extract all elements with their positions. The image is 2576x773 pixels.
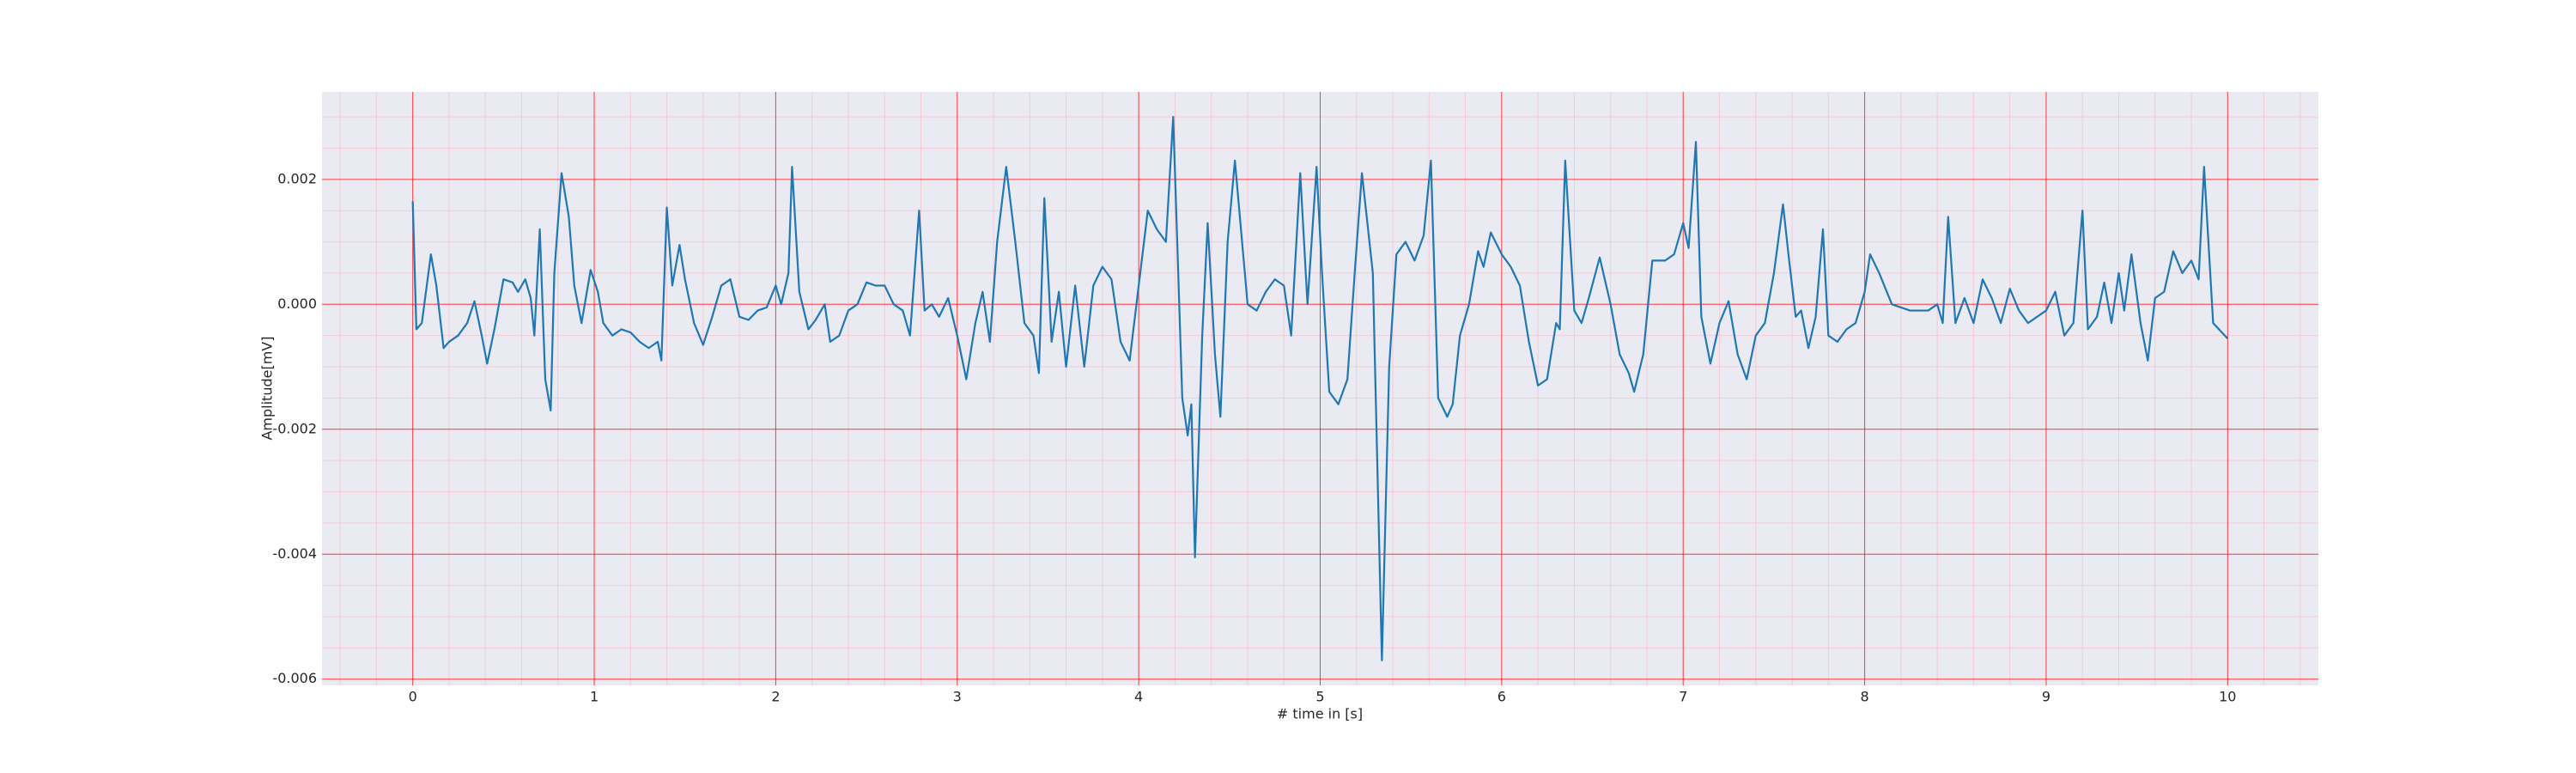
x-tick-label: 5 xyxy=(1315,689,1324,705)
x-tick-label: 8 xyxy=(1860,689,1868,705)
x-tick-label: 7 xyxy=(1679,689,1687,705)
x-tick-label: 9 xyxy=(2042,689,2050,705)
x-tick-label: 2 xyxy=(771,689,780,705)
x-tick-label: 4 xyxy=(1134,689,1143,705)
y-tick-label: 0.000 xyxy=(277,295,317,312)
grid xyxy=(322,92,2318,685)
y-tick-label: -0.004 xyxy=(272,545,317,562)
y-tick-label: -0.002 xyxy=(272,420,317,436)
x-tick-label: 6 xyxy=(1498,689,1506,705)
y-tick-label: 0.002 xyxy=(277,170,317,186)
x-tick-label: 1 xyxy=(590,689,598,705)
x-tick-label: 10 xyxy=(2219,689,2236,705)
y-tick-label: -0.006 xyxy=(272,670,317,686)
x-tick-label: 3 xyxy=(953,689,962,705)
signal-line xyxy=(411,115,2229,662)
x-tick-label: 0 xyxy=(409,689,417,705)
y-axis-label: Amplitude[mV] xyxy=(259,336,276,440)
marks xyxy=(411,115,2229,662)
x-axis-label: # time in [s] xyxy=(1277,706,1363,722)
